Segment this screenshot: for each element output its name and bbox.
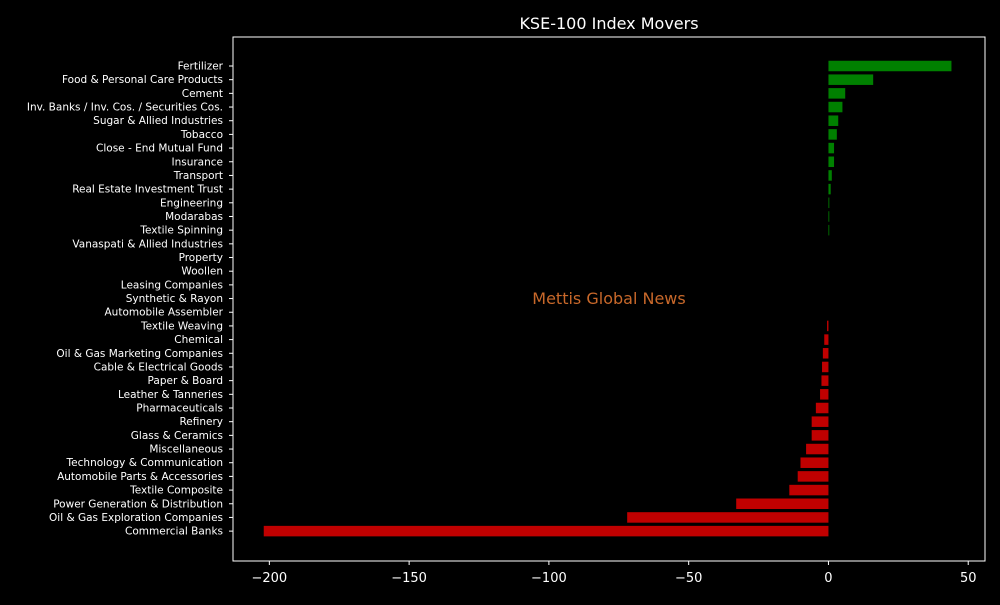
bar-miscellaneous	[806, 443, 829, 455]
bar-glass-ceramics	[811, 430, 829, 441]
y-tick-label: Oil & Gas Exploration Companies	[49, 512, 223, 524]
x-tick-label: −200	[251, 571, 287, 586]
bar-transport	[828, 170, 832, 181]
bar-textile-composite	[789, 484, 829, 496]
y-tick-label: Commercial Banks	[125, 526, 223, 538]
bar-technology-communication	[800, 457, 829, 468]
bar-engineering	[828, 197, 830, 209]
y-tick-label: Power Generation & Distribution	[53, 498, 223, 510]
y-tick-label: Cement	[182, 88, 223, 100]
y-tick-label: Technology & Communication	[66, 457, 223, 469]
y-tick-label: Textile Spinning	[139, 225, 223, 237]
bar-food-personal-care-products	[828, 74, 874, 85]
y-tick-label: Tobacco	[180, 129, 223, 141]
y-tick-label: Cable & Electrical Goods	[94, 361, 223, 373]
bar-cement	[828, 88, 846, 99]
bar-modarabas	[828, 211, 830, 222]
bar-chemical	[824, 334, 829, 345]
y-tick-label: Textile Weaving	[140, 320, 223, 332]
y-tick-label: Engineering	[160, 197, 223, 209]
bar-textile-weaving	[827, 320, 829, 332]
bar-real-estate-investment-trust	[828, 183, 831, 195]
bar-textile-spinning	[828, 224, 830, 236]
x-tick-label: −100	[531, 571, 567, 586]
y-tick-label: Refinery	[179, 416, 223, 428]
y-tick-label: Leather & Tanneries	[118, 389, 223, 401]
y-tick-label: Food & Personal Care Products	[62, 74, 223, 86]
bar-insurance	[828, 156, 835, 168]
bar-cable-electrical-goods	[822, 361, 829, 373]
x-tick-label: 50	[960, 571, 977, 586]
y-tick-label: Property	[179, 252, 223, 264]
bar-inv-banks-inv-cos-securities-cos	[828, 101, 843, 113]
x-axis-ticks: −200 −150 −100 −50 0 50	[251, 561, 977, 586]
y-tick-label: Transport	[173, 170, 223, 182]
y-tick-label: Miscellaneous	[149, 444, 223, 456]
y-tick-label: Inv. Banks / Inv. Cos. / Securities Cos.	[27, 102, 223, 114]
bar-close-end-mutual-fund	[828, 142, 835, 154]
bar-automobile-parts-accessories	[797, 471, 829, 482]
chart-title: KSE-100 Index Movers	[519, 14, 698, 33]
bar-oil-gas-exploration-companies	[627, 512, 829, 523]
y-tick-label: Fertilizer	[178, 61, 224, 73]
bar-leather-tanneries	[820, 389, 829, 400]
y-tick-label: Sugar & Allied Industries	[93, 115, 223, 127]
y-tick-label: Automobile Parts & Accessories	[57, 471, 223, 483]
y-tick-label: Chemical	[174, 334, 223, 346]
bars-group	[263, 60, 952, 537]
y-tick-label: Textile Composite	[129, 485, 223, 497]
x-tick-label: −50	[675, 571, 702, 586]
bar-tobacco	[828, 129, 837, 140]
y-tick-label: Paper & Board	[148, 375, 223, 387]
y-tick-label: Automobile Assembler	[105, 307, 224, 319]
bar-oil-gas-marketing-companies	[822, 348, 829, 359]
bar-sugar-allied-industries	[828, 115, 839, 126]
bar-pharmaceuticals	[815, 402, 829, 414]
y-tick-label: Vanaspati & Allied Industries	[72, 238, 223, 250]
y-tick-label: Glass & Ceramics	[131, 430, 223, 442]
y-tick-label: Leasing Companies	[121, 279, 223, 291]
y-tick-label: Modarabas	[165, 211, 223, 223]
x-tick-label: 0	[824, 571, 832, 586]
y-tick-label: Woollen	[181, 266, 223, 278]
y-tick-label: Real Estate Investment Trust	[72, 184, 223, 196]
x-tick-label: −150	[391, 571, 427, 586]
bar-fertilizer	[828, 60, 952, 72]
watermark-text: Mettis Global News	[532, 289, 685, 308]
bar-paper-board	[821, 375, 829, 386]
y-tick-label: Insurance	[171, 156, 223, 168]
y-tick-label: Oil & Gas Marketing Companies	[56, 348, 223, 360]
y-tick-label: Synthetic & Rayon	[126, 293, 223, 305]
y-tick-label: Close - End Mutual Fund	[96, 143, 223, 155]
bar-commercial-banks	[263, 525, 829, 537]
bar-power-generation-distribution	[736, 498, 829, 510]
y-tick-label: Pharmaceuticals	[136, 403, 223, 415]
bar-refinery	[811, 416, 829, 427]
